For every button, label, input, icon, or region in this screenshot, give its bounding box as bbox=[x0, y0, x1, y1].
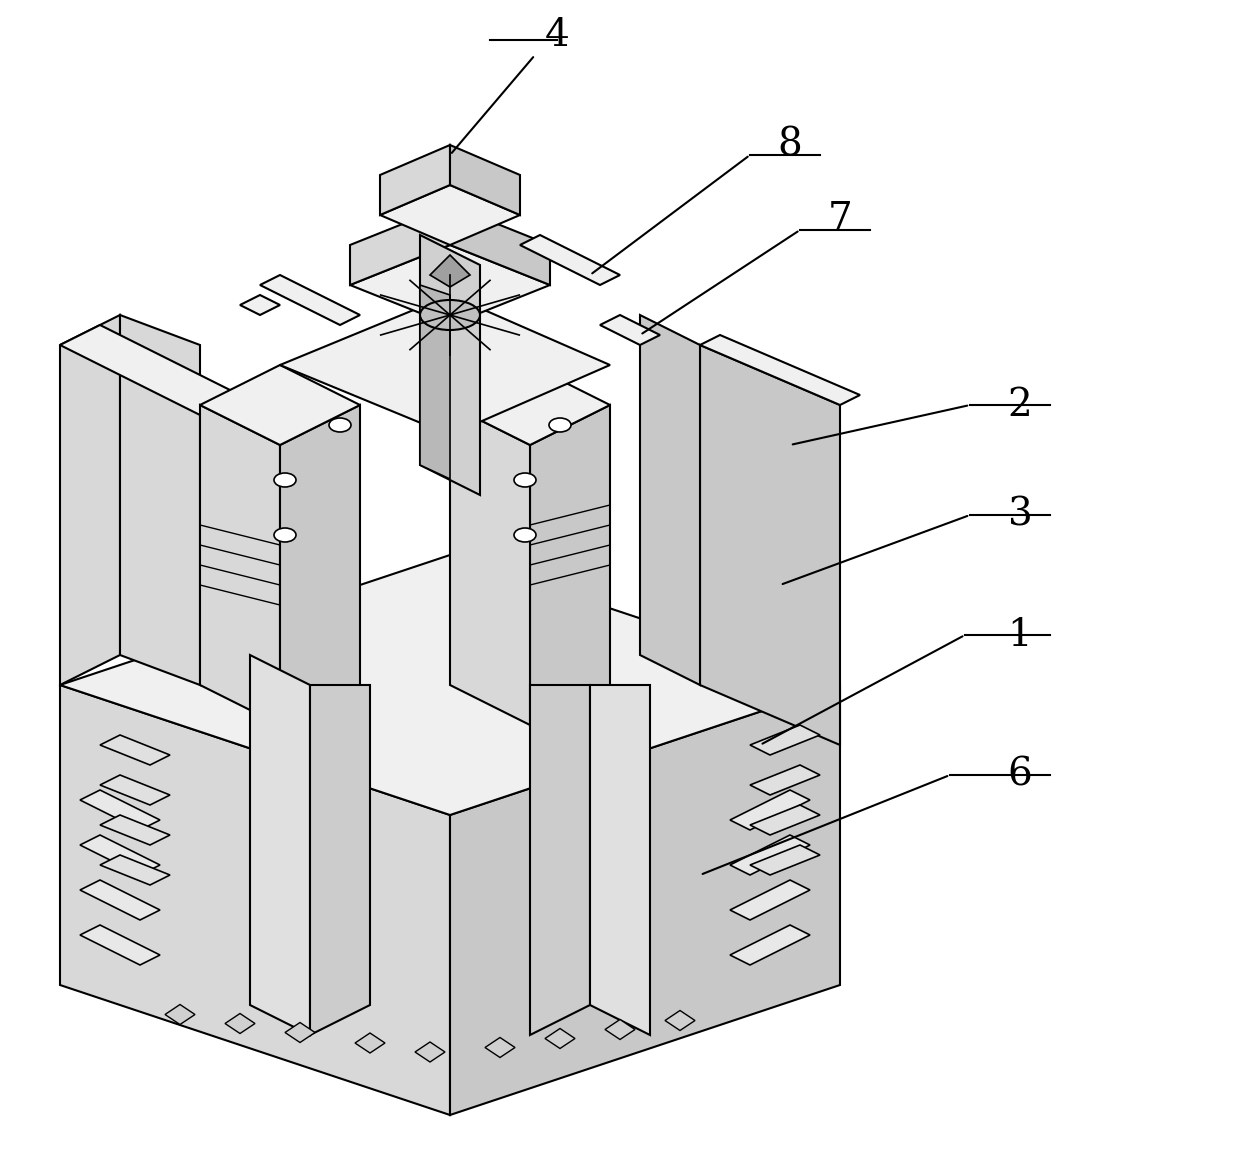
Polygon shape bbox=[60, 685, 450, 1115]
Polygon shape bbox=[379, 144, 450, 216]
Polygon shape bbox=[81, 790, 160, 829]
Polygon shape bbox=[485, 1038, 515, 1058]
Polygon shape bbox=[350, 245, 551, 325]
Polygon shape bbox=[665, 1010, 694, 1031]
Polygon shape bbox=[750, 845, 820, 875]
Polygon shape bbox=[310, 685, 370, 1035]
Text: 6: 6 bbox=[1008, 756, 1033, 793]
Polygon shape bbox=[730, 880, 810, 920]
Polygon shape bbox=[529, 405, 610, 725]
Text: 3: 3 bbox=[1008, 496, 1033, 534]
Polygon shape bbox=[60, 555, 839, 816]
Polygon shape bbox=[450, 405, 529, 725]
Ellipse shape bbox=[549, 418, 570, 432]
Polygon shape bbox=[415, 1042, 445, 1062]
Ellipse shape bbox=[274, 528, 296, 542]
Polygon shape bbox=[730, 835, 810, 875]
Polygon shape bbox=[200, 365, 360, 445]
Polygon shape bbox=[600, 315, 660, 345]
Polygon shape bbox=[100, 855, 170, 885]
Polygon shape bbox=[701, 345, 839, 744]
Polygon shape bbox=[165, 1004, 195, 1024]
Ellipse shape bbox=[420, 301, 480, 330]
Polygon shape bbox=[430, 255, 470, 287]
Polygon shape bbox=[750, 805, 820, 835]
Polygon shape bbox=[529, 685, 590, 1035]
Polygon shape bbox=[60, 315, 120, 685]
Polygon shape bbox=[420, 285, 450, 479]
Polygon shape bbox=[546, 1029, 575, 1048]
Polygon shape bbox=[200, 405, 280, 725]
Polygon shape bbox=[450, 144, 520, 216]
Text: 4: 4 bbox=[544, 16, 569, 54]
Polygon shape bbox=[355, 1033, 384, 1053]
Polygon shape bbox=[590, 685, 650, 1035]
Polygon shape bbox=[224, 1014, 255, 1033]
Ellipse shape bbox=[274, 473, 296, 487]
Ellipse shape bbox=[329, 418, 351, 432]
Polygon shape bbox=[640, 315, 701, 685]
Polygon shape bbox=[100, 735, 170, 765]
Polygon shape bbox=[120, 315, 200, 685]
Polygon shape bbox=[280, 295, 610, 435]
Polygon shape bbox=[420, 235, 480, 495]
Polygon shape bbox=[730, 790, 810, 829]
Polygon shape bbox=[450, 685, 839, 1115]
Polygon shape bbox=[750, 765, 820, 795]
Polygon shape bbox=[100, 775, 170, 805]
Polygon shape bbox=[250, 655, 310, 1035]
Polygon shape bbox=[605, 1019, 635, 1039]
Text: 8: 8 bbox=[777, 127, 802, 163]
Ellipse shape bbox=[515, 473, 536, 487]
Polygon shape bbox=[701, 336, 861, 405]
Polygon shape bbox=[730, 925, 810, 965]
Polygon shape bbox=[241, 295, 280, 315]
Polygon shape bbox=[450, 365, 610, 445]
Polygon shape bbox=[81, 925, 160, 965]
Polygon shape bbox=[450, 205, 551, 285]
Polygon shape bbox=[750, 725, 820, 755]
Polygon shape bbox=[350, 205, 450, 285]
Polygon shape bbox=[280, 405, 360, 725]
Text: 2: 2 bbox=[1008, 387, 1033, 424]
Text: 7: 7 bbox=[827, 202, 852, 239]
Polygon shape bbox=[520, 235, 620, 285]
Polygon shape bbox=[285, 1023, 315, 1043]
Polygon shape bbox=[260, 275, 360, 325]
Polygon shape bbox=[379, 185, 520, 245]
Polygon shape bbox=[100, 816, 170, 845]
Text: 1: 1 bbox=[1008, 616, 1033, 654]
Ellipse shape bbox=[515, 528, 536, 542]
Polygon shape bbox=[60, 325, 241, 415]
Polygon shape bbox=[81, 880, 160, 920]
Polygon shape bbox=[81, 835, 160, 875]
